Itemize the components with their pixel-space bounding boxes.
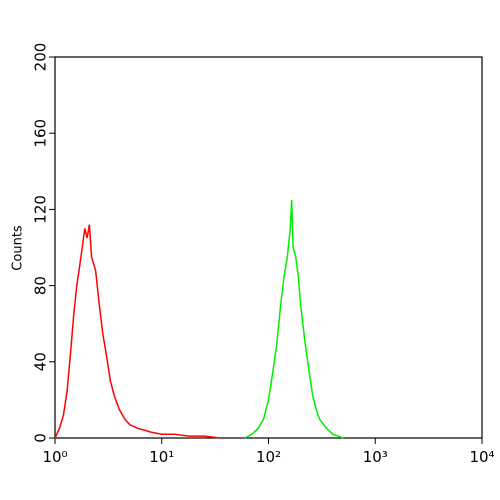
x-tick-label: 10⁰ [42,448,67,466]
y-tick-label: 80 [32,276,50,295]
y-tick-label: 200 [32,43,50,72]
x-tick-label: 10⁴ [469,448,494,466]
plot-frame [54,56,483,439]
y-tick-label: 160 [32,119,50,148]
y-tick-label: 0 [32,433,50,443]
x-tick-label: 10² [256,448,281,466]
y-tick-label: 40 [32,352,50,371]
y-axis-label: Counts [11,225,26,271]
histogram-line [244,199,344,439]
y-tick-label: 120 [32,195,50,224]
histogram-line [54,224,220,439]
x-tick-label: 10¹ [149,448,174,466]
x-tick-label: 10³ [363,448,388,466]
